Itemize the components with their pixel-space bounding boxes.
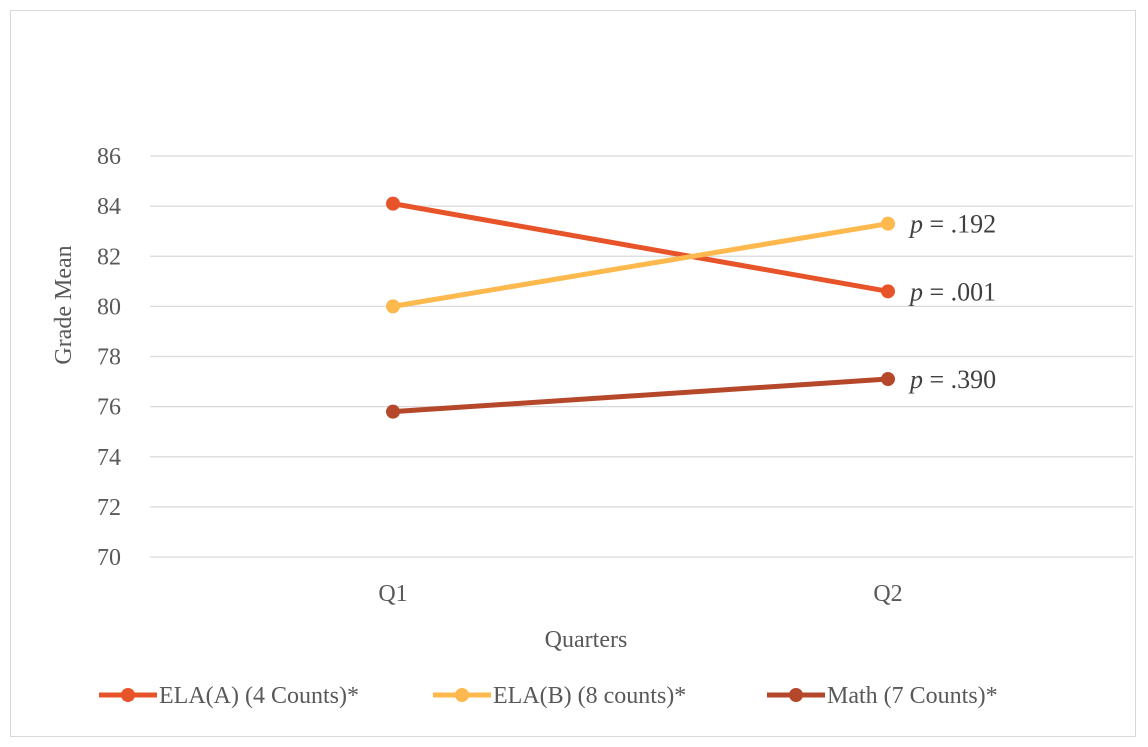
y-tick-label: 82 xyxy=(97,244,121,270)
y-tick-labels: 70 72 74 76 78 80 82 84 86 xyxy=(97,144,121,571)
p-value-annotation: p = .390 xyxy=(908,365,996,394)
legend-swatch-marker xyxy=(121,688,135,702)
legend-swatch-marker xyxy=(789,688,803,702)
data-point xyxy=(881,372,895,387)
legend-label: ELA(B) (8 counts)* xyxy=(493,683,686,709)
x-tick-labels: Q1 Q2 xyxy=(378,581,902,607)
series-group xyxy=(386,196,895,419)
data-point xyxy=(386,299,400,314)
y-tick-label: 84 xyxy=(97,194,121,220)
chart-frame: 70 72 74 76 78 80 82 84 86 Q1 Q2 Quarters Grade M… xyxy=(10,10,1136,737)
data-point xyxy=(386,196,400,211)
legend: ELA(A) (4 Counts)* ELA(B) (8 counts)* Math… xyxy=(99,683,998,709)
series-line xyxy=(390,376,891,415)
x-tick-label: Q1 xyxy=(378,581,407,607)
data-point xyxy=(386,404,400,419)
legend-swatch-marker xyxy=(455,688,469,702)
y-axis-title: Grade Mean xyxy=(51,245,77,364)
y-tick-label: 72 xyxy=(97,495,121,521)
y-tick-label: 80 xyxy=(97,294,121,320)
y-tick-label: 70 xyxy=(97,545,121,571)
y-tick-label: 86 xyxy=(97,144,121,170)
annotations: p = .001 p = .192 p = .390 xyxy=(908,210,996,394)
x-tick-label: Q2 xyxy=(873,581,902,607)
data-point xyxy=(881,216,895,231)
data-point xyxy=(881,284,895,299)
line-chart: 70 72 74 76 78 80 82 84 86 Q1 Q2 Quarters Grade M… xyxy=(51,144,1133,709)
gridlines xyxy=(150,155,1133,558)
legend-label: Math (7 Counts)* xyxy=(827,683,998,709)
x-axis-title: Quarters xyxy=(545,627,628,653)
y-tick-label: 78 xyxy=(97,345,121,371)
series-line xyxy=(390,201,891,294)
legend-label: ELA(A) (4 Counts)* xyxy=(159,683,359,709)
series-line xyxy=(390,221,891,309)
y-tick-label: 76 xyxy=(97,395,121,421)
p-value-annotation: p = .192 xyxy=(908,210,996,239)
y-tick-label: 74 xyxy=(97,445,121,471)
p-value-annotation: p = .001 xyxy=(908,277,996,306)
